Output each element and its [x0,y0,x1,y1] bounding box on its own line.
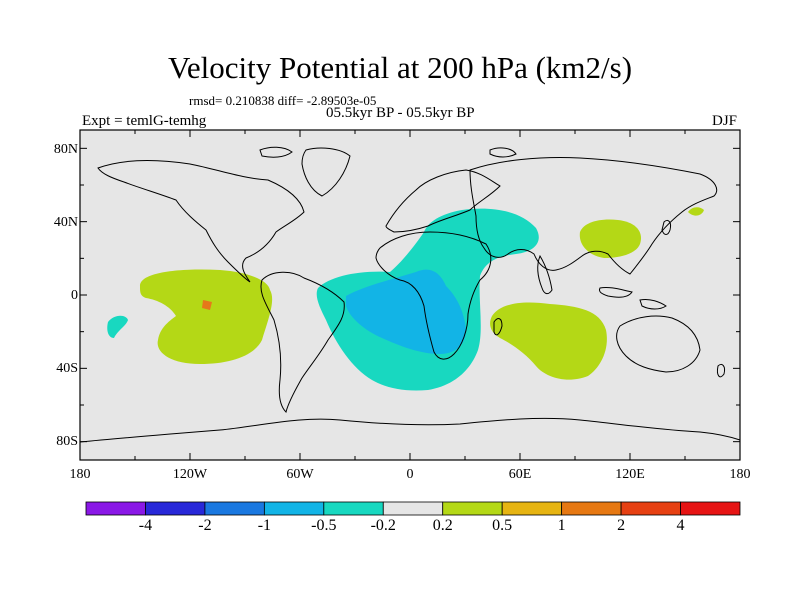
colorbar-swatch [204,501,265,516]
tick-marks [79,130,741,460]
colorbar-swatch [442,501,503,516]
colorbar-label: 1 [557,517,566,534]
contour-region-east-asia [579,219,642,258]
contour-region-south-pacific-neg [107,315,128,338]
lon-tick-label: 120W [172,467,208,482]
colorbar-label: 0.2 [432,517,453,534]
experiment-label: Expt = temlG-temhg [82,113,207,129]
stats-line: rmsd= 0.210838 diff= -2.89503e-05 [189,93,377,108]
colorbar-swatch [620,501,681,516]
colorbar-label: 4 [676,517,685,534]
colorbar-swatch [145,501,206,516]
lat-tick-label: 40N [53,215,78,230]
colorbar-swatch [501,501,563,516]
colorbar-swatch [263,501,325,516]
contour-region-indian-ocean [490,302,607,380]
contour-region-africa-core [346,269,466,354]
lat-tick-label: 80N [53,142,78,157]
contour-region-north-pacific [688,207,704,216]
colorbar-label: -4 [138,517,153,534]
colorbar-swatch [561,501,622,516]
contour-region-east-pacific [140,269,273,364]
lat-tick-label: 80S [56,434,78,449]
contour-region-pacific-max [202,300,212,310]
colorbar-swatch [382,501,444,516]
lon-tick-label: 180 [69,467,91,482]
coastlines [79,146,741,443]
colorbar-label: 0.5 [492,517,513,534]
colorbar-label: -0.5 [311,517,337,534]
lon-tick-label: 180 [729,467,751,482]
subtitle: 05.5kyr BP - 05.5kyr BP [326,105,475,121]
colorbar-swatch [323,501,384,516]
lon-tick-label: 60W [286,467,314,482]
lon-tick-label: 60E [508,467,532,482]
chart-title: Velocity Potential at 200 hPa (km2/s) [167,50,633,85]
colorbar-label: 2 [617,517,626,534]
colorbar-swatch [680,501,741,516]
colorbar-swatch [85,501,146,516]
season-label: DJF [712,113,738,129]
contour-fill-layer [107,207,704,391]
lon-tick-label: 120E [615,467,645,482]
lat-tick-label: 0 [71,288,78,303]
lat-tick-label: 40S [56,361,78,376]
colorbar [85,501,741,516]
lon-tick-label: 0 [406,467,414,482]
colorbar-label: -1 [257,517,272,534]
colorbar-label: -0.2 [370,517,396,534]
colorbar-label: -2 [198,517,212,534]
